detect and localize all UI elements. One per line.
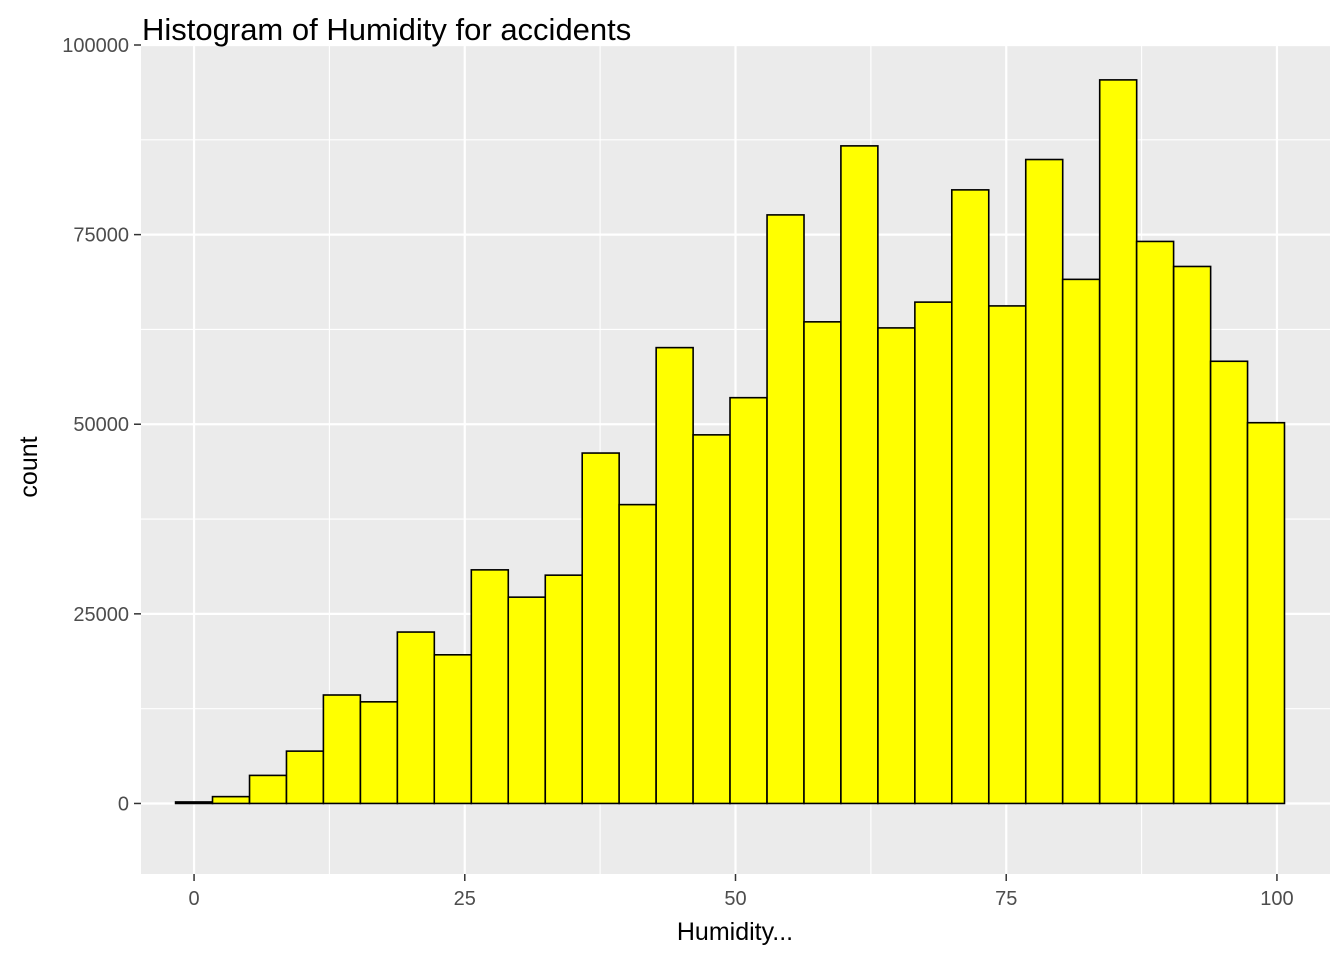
histogram-bar bbox=[1098, 79, 1138, 805]
x-tick-label: 100 bbox=[1260, 888, 1293, 910]
histogram-bar bbox=[840, 145, 879, 805]
histogram-bar bbox=[174, 801, 214, 805]
histogram-bar bbox=[914, 301, 953, 805]
x-tick-label: 50 bbox=[724, 888, 746, 910]
histogram-bar bbox=[988, 305, 1027, 805]
histogram-bar bbox=[248, 774, 288, 805]
histogram-bar bbox=[1209, 360, 1249, 805]
chart-title: Histogram of Humidity for accidents bbox=[142, 12, 631, 47]
x-axis: 0 25 50 75 100 bbox=[188, 874, 1294, 910]
histogram-bar bbox=[581, 452, 620, 805]
histogram-bar bbox=[766, 214, 805, 805]
histogram-bar bbox=[1135, 240, 1175, 805]
histogram-bar bbox=[803, 321, 842, 805]
histogram-bar bbox=[950, 189, 990, 805]
x-tick-label: 0 bbox=[188, 888, 199, 910]
histogram-bar bbox=[396, 631, 436, 805]
histogram-bar bbox=[1061, 278, 1101, 805]
histogram-bar bbox=[322, 694, 362, 805]
histogram-bar bbox=[507, 596, 547, 805]
histogram-bar bbox=[359, 701, 399, 805]
histogram-bar bbox=[877, 327, 916, 805]
y-tick-label: 100000 bbox=[62, 35, 129, 57]
y-tick-label: 25000 bbox=[73, 604, 129, 626]
histogram-bar bbox=[1024, 158, 1064, 805]
x-tick-label: 75 bbox=[995, 888, 1017, 910]
x-tick-label: 25 bbox=[454, 888, 476, 910]
histogram-bar bbox=[470, 569, 510, 805]
y-tick-label: 0 bbox=[118, 793, 129, 815]
y-axis-title: count bbox=[15, 436, 43, 497]
histogram-bar bbox=[1172, 265, 1212, 805]
histogram-bar bbox=[655, 346, 694, 805]
histogram-bar bbox=[692, 434, 731, 805]
histogram-bar bbox=[433, 654, 473, 805]
histogram-bar bbox=[211, 795, 251, 805]
histogram-bar bbox=[729, 396, 768, 805]
y-tick-label: 50000 bbox=[73, 414, 129, 436]
bars bbox=[174, 79, 1286, 805]
histogram-bar bbox=[544, 574, 584, 805]
histogram-bar bbox=[618, 503, 657, 805]
histogram-bar bbox=[285, 750, 325, 805]
y-axis: 0 25000 50000 75000 100000 bbox=[62, 35, 141, 815]
y-tick-label: 75000 bbox=[73, 225, 129, 247]
histogram-bar bbox=[1246, 421, 1286, 805]
x-axis-title: Humidity... bbox=[677, 918, 793, 946]
